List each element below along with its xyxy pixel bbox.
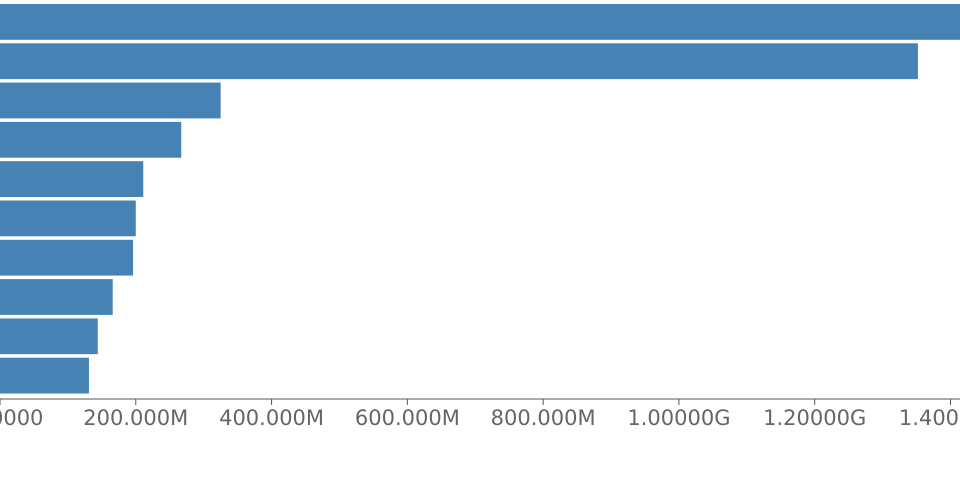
bar <box>0 4 960 40</box>
bar <box>0 161 144 197</box>
x-tick-label: 1.40000G <box>899 406 960 430</box>
bar <box>0 82 221 119</box>
x-tick-label: 0.00000 <box>0 406 43 430</box>
x-tick-label: 600.000M <box>355 406 460 430</box>
bar <box>0 279 113 315</box>
bar <box>0 121 182 158</box>
bar <box>0 43 918 80</box>
x-tick-label: 800.000M <box>491 406 596 430</box>
bar <box>0 318 98 355</box>
x-tick-label: 200.000M <box>83 406 188 430</box>
bar <box>0 239 134 276</box>
x-tick-label: 400.000M <box>219 406 324 430</box>
bar <box>0 357 89 394</box>
bar <box>0 200 136 237</box>
x-tick-label: 1.20000G <box>763 406 866 430</box>
x-tick-label: 1.00000G <box>627 406 730 430</box>
